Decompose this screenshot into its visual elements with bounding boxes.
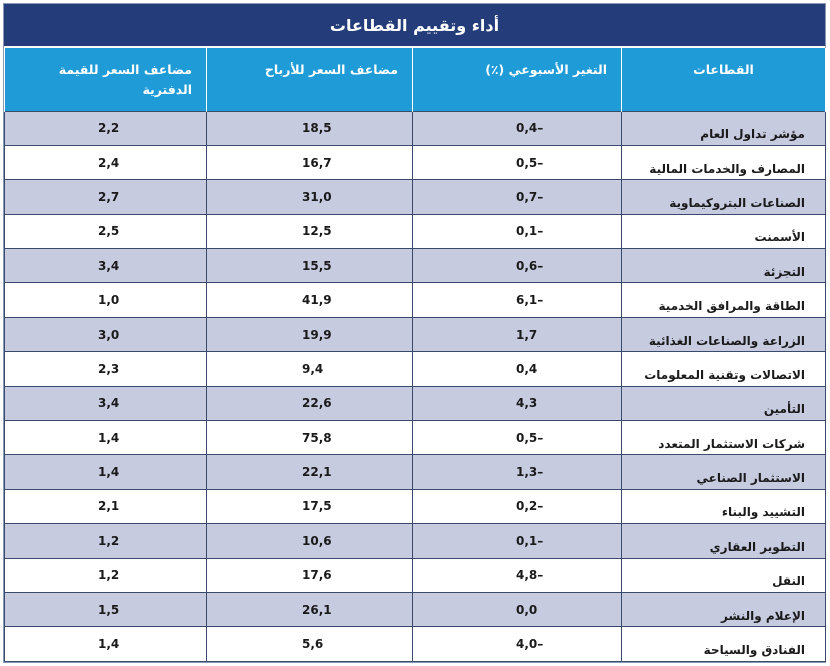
price-book-cell: 2,1 [4, 488, 207, 525]
table-row: الزراعة والصناعات الغذائية 1,7 19,9 3,0 [4, 316, 826, 353]
price-book-cell: 1,2 [4, 557, 207, 593]
price-earnings-cell: 75,8 [206, 420, 413, 456]
weekly-change-cell: 4,8– [412, 557, 622, 593]
sector-cell: النقل [621, 557, 826, 593]
price-earnings-cell: 9,4 [206, 351, 413, 387]
price-earnings-cell: 17,6 [206, 557, 413, 593]
price-earnings-cell: 5,6 [206, 626, 413, 662]
weekly-change-cell: 6,1– [412, 282, 622, 318]
price-book-cell: 3,4 [4, 385, 207, 422]
price-book-cell: 1,5 [4, 591, 207, 628]
price-earnings-cell: 26,1 [206, 591, 413, 628]
weekly-change-cell: 0,1– [412, 523, 622, 559]
weekly-change-cell: 0,5– [412, 420, 622, 456]
table-row: شركات الاستثمار المتعدد 0,5– 75,8 1,4 [4, 420, 826, 456]
table-row: الأسمنت 0,1– 12,5 2,5 [4, 213, 826, 250]
sector-cell: الصناعات البتروكيماوية [621, 179, 826, 215]
price-earnings-cell: 17,5 [206, 488, 413, 525]
sector-valuation-table: القطاعات التغير الأسبوعي (٪) مضاعف السعر… [4, 48, 826, 662]
price-book-cell: 2,7 [4, 179, 207, 215]
price-earnings-cell: 10,6 [206, 523, 413, 559]
table-row: الصناعات البتروكيماوية 0,7– 31,0 2,7 [4, 179, 826, 215]
price-earnings-cell: 22,6 [206, 385, 413, 422]
price-book-cell: 2,5 [4, 213, 207, 250]
price-earnings-cell: 31,0 [206, 179, 413, 215]
weekly-change-cell: 0,6– [412, 248, 622, 284]
sector-cell: الطاقة والمرافق الخدمية [621, 282, 826, 318]
sector-cell: شركات الاستثمار المتعدد [621, 420, 826, 456]
sector-cell: الفنادق والسياحة [621, 626, 826, 662]
table-row: المصارف والخدمات المالية 0,5– 16,7 2,4 [4, 144, 826, 181]
sector-cell: التأمين [621, 385, 826, 422]
weekly-change-cell: 0,2– [412, 488, 622, 525]
table-row: مؤشر تداول العام 0,4– 18,5 2,2 [4, 110, 826, 146]
price-book-cell: 1,4 [4, 454, 207, 490]
header-weekly-change: التغير الأسبوعي (٪) [412, 48, 622, 111]
sector-cell: مؤشر تداول العام [621, 110, 826, 146]
price-book-cell: 1,0 [4, 282, 207, 318]
table-row: التجزئة 0,6– 15,5 3,4 [4, 248, 826, 284]
sector-performance-panel: أداء وتقييم القطاعات القطاعات التغير الأ… [3, 3, 826, 663]
sector-cell: التشييد والبناء [621, 488, 826, 525]
price-earnings-cell: 22,1 [206, 454, 413, 490]
price-book-cell: 1,4 [4, 626, 207, 662]
table-row: الفنادق والسياحة 4,0– 5,6 1,4 [4, 626, 826, 662]
table-row: التأمين 4,3 22,6 3,4 [4, 385, 826, 422]
weekly-change-cell: 0,0 [412, 591, 622, 628]
header-row: القطاعات التغير الأسبوعي (٪) مضاعف السعر… [4, 48, 826, 111]
header-price-book: مضاعف السعر للقيمة الدفترية [4, 48, 207, 111]
table-title: أداء وتقييم القطاعات [4, 4, 825, 48]
price-earnings-cell: 41,9 [206, 282, 413, 318]
table-row: الإعلام والنشر 0,0 26,1 1,5 [4, 591, 826, 628]
table-row: الاتصالات وتقنية المعلومات 0,4 9,4 2,3 [4, 351, 826, 387]
weekly-change-cell: 4,0– [412, 626, 622, 662]
sector-cell: الأسمنت [621, 213, 826, 250]
table-row: التشييد والبناء 0,2– 17,5 2,1 [4, 488, 826, 525]
price-earnings-cell: 18,5 [206, 110, 413, 146]
sector-cell: الإعلام والنشر [621, 591, 826, 628]
table-row: الطاقة والمرافق الخدمية 6,1– 41,9 1,0 [4, 282, 826, 318]
price-book-cell: 3,4 [4, 248, 207, 284]
weekly-change-cell: 0,7– [412, 179, 622, 215]
price-book-cell: 1,4 [4, 420, 207, 456]
price-book-cell: 3,0 [4, 316, 207, 353]
weekly-change-cell: 0,4– [412, 110, 622, 146]
table-row: الاستثمار الصناعي 1,3– 22,1 1,4 [4, 454, 826, 490]
weekly-change-cell: 0,5– [412, 144, 622, 181]
table-body: مؤشر تداول العام 0,4– 18,5 2,2 المصارف والخد… [4, 110, 826, 662]
price-earnings-cell: 15,5 [206, 248, 413, 284]
sector-cell: الاستثمار الصناعي [621, 454, 826, 490]
sector-cell: المصارف والخدمات المالية [621, 144, 826, 181]
price-book-cell: 2,2 [4, 110, 207, 146]
weekly-change-cell: 0,4 [412, 351, 622, 387]
price-book-cell: 1,2 [4, 523, 207, 559]
weekly-change-cell: 4,3 [412, 385, 622, 422]
header-price-earnings: مضاعف السعر للأرباح [206, 48, 413, 111]
sector-cell: الزراعة والصناعات الغذائية [621, 316, 826, 353]
weekly-change-cell: 1,7 [412, 316, 622, 353]
price-book-cell: 2,4 [4, 144, 207, 181]
weekly-change-cell: 0,1– [412, 213, 622, 250]
weekly-change-cell: 1,3– [412, 454, 622, 490]
price-earnings-cell: 12,5 [206, 213, 413, 250]
table-row: النقل 4,8– 17,6 1,2 [4, 557, 826, 593]
sector-cell: التجزئة [621, 248, 826, 284]
price-book-cell: 2,3 [4, 351, 207, 387]
price-earnings-cell: 16,7 [206, 144, 413, 181]
table-row: التطوير العقاري 0,1– 10,6 1,2 [4, 523, 826, 559]
sector-cell: الاتصالات وتقنية المعلومات [621, 351, 826, 387]
header-sector: القطاعات [621, 48, 826, 111]
price-earnings-cell: 19,9 [206, 316, 413, 353]
sector-cell: التطوير العقاري [621, 523, 826, 559]
